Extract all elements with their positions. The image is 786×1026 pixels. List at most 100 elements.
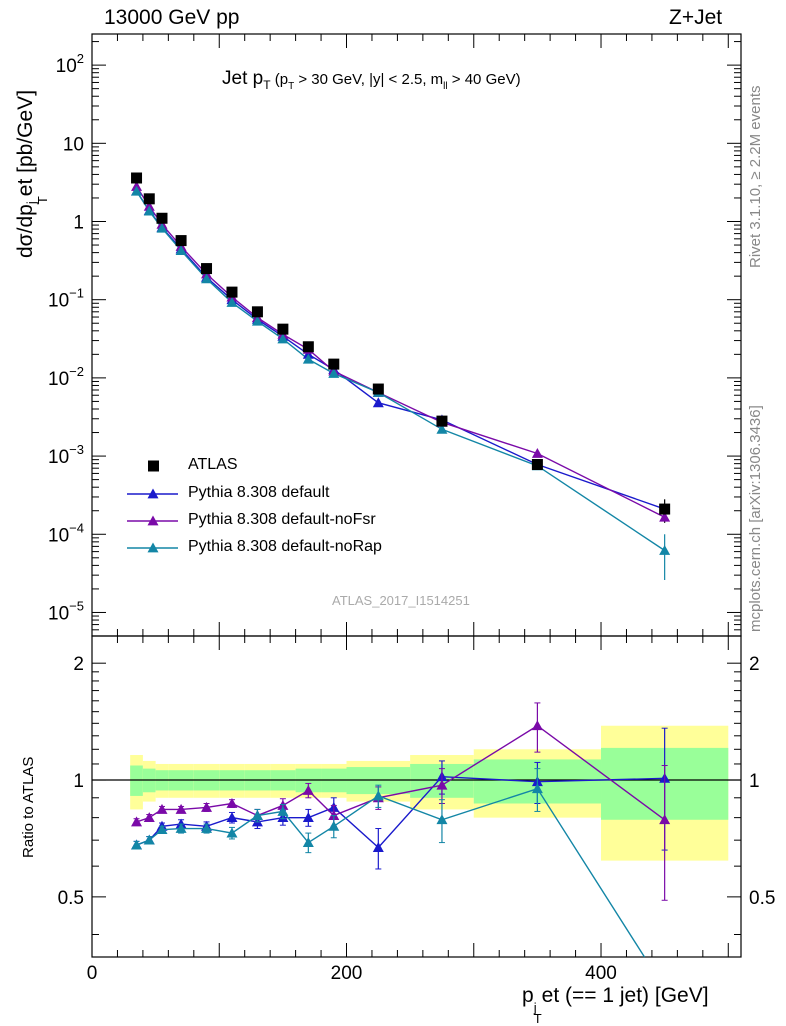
ratio-triangle-marker bbox=[175, 823, 187, 833]
ratio-band-stat bbox=[130, 765, 143, 796]
main-triangle-marker bbox=[531, 447, 543, 458]
mcplots-label: mcplots.cern.ch [arXiv:1306.3436] bbox=[747, 405, 764, 632]
atlas-data-point bbox=[226, 286, 238, 298]
ratio-series-line bbox=[136, 724, 666, 823]
ratio-y-tick-label: 2 bbox=[73, 654, 84, 675]
ratio-y-tick-label: 1 bbox=[73, 771, 84, 792]
ratio-y-axis-label: Ratio to ATLAS bbox=[20, 756, 37, 858]
title-cut-b: > 40 GeV) bbox=[447, 71, 521, 88]
main-triangle-marker bbox=[277, 333, 289, 344]
title-cut-sub: T bbox=[288, 80, 295, 92]
y-tick-label: 10 bbox=[63, 134, 84, 155]
ratio-triangle-marker bbox=[143, 834, 155, 845]
title-cut-sub2: ll bbox=[443, 80, 448, 92]
x-tick-label: 200 bbox=[331, 963, 363, 984]
atlas-data-point bbox=[251, 306, 263, 318]
xlabel-a: p bbox=[522, 984, 534, 1007]
ylabel-b: et [pb/GeV] bbox=[14, 89, 37, 197]
x-tick-label: 0 bbox=[87, 963, 98, 984]
ratio-triangle-marker bbox=[226, 798, 238, 808]
y-tick-label: 10−4 bbox=[48, 520, 84, 546]
ratio-triangle-marker bbox=[143, 812, 155, 823]
ratio-triangle-marker bbox=[372, 842, 384, 852]
energy-label: 13000 GeV pp bbox=[104, 6, 240, 29]
legend-label-nofsr: Pythia 8.308 default-noFsr bbox=[188, 511, 376, 528]
main-triangle-marker bbox=[251, 315, 263, 326]
ratio-triangle-marker bbox=[372, 790, 384, 801]
atlas-data-point bbox=[131, 172, 143, 184]
main-triangle-marker bbox=[436, 423, 448, 434]
y-tick-label: 1 bbox=[73, 213, 84, 234]
process-label: Z+Jet bbox=[669, 6, 723, 29]
plot-title: Jet pT (pT > 30 GeV, |y| < 2.5, mll > 40… bbox=[222, 68, 521, 92]
main-triangle-marker bbox=[131, 185, 143, 196]
ratio-triangle-marker bbox=[328, 820, 340, 831]
main-triangle-marker bbox=[659, 545, 671, 555]
y-tick-label: 102 bbox=[56, 51, 84, 77]
atlas-data-point bbox=[328, 358, 340, 370]
atlas-data-point bbox=[659, 503, 671, 515]
ratio-y-tick-label-right: 1 bbox=[749, 771, 760, 792]
ratio-triangle-marker bbox=[531, 783, 543, 794]
atlas-data-point bbox=[175, 235, 187, 247]
ratio-triangle-marker bbox=[156, 803, 168, 814]
atlas-data-point bbox=[277, 323, 289, 335]
ratio-triangle-marker bbox=[659, 814, 671, 825]
ratio-triangle-marker bbox=[175, 803, 187, 814]
ratio-triangle-marker bbox=[302, 784, 314, 795]
title-cut-a: > 30 GeV, |y| < 2.5, m bbox=[294, 71, 444, 88]
main-triangle-marker bbox=[201, 273, 213, 284]
atlas-data-point bbox=[531, 459, 543, 471]
ratio-triangle-marker bbox=[201, 801, 213, 812]
legend-label-default: Pythia 8.308 default bbox=[188, 484, 330, 501]
main-triangle-marker bbox=[328, 367, 340, 378]
main-triangle-marker bbox=[175, 245, 187, 255]
ratio-triangle-marker bbox=[302, 812, 314, 823]
y-tick-label: 10−2 bbox=[48, 364, 84, 390]
main-triangle-marker bbox=[226, 297, 238, 307]
ratio-triangle-marker bbox=[277, 805, 289, 816]
legend-label-atlas: ATLAS bbox=[188, 456, 238, 473]
legend-marker-triangle bbox=[147, 515, 159, 526]
ratio-triangle-marker bbox=[531, 720, 543, 731]
atlas-data-point bbox=[156, 212, 168, 224]
legend-marker-triangle bbox=[147, 542, 159, 553]
ylabel-a: dσ/dp bbox=[14, 204, 37, 258]
xlabel-b: et (== 1 jet) [GeV] bbox=[541, 984, 709, 1007]
main-triangle-marker bbox=[302, 353, 314, 364]
ratio-plot-frame bbox=[91, 635, 742, 958]
title-main: Jet p bbox=[222, 68, 264, 89]
title-cut-open: (p bbox=[270, 71, 289, 88]
ratio-triangle-marker bbox=[436, 779, 448, 790]
main-triangle-marker bbox=[659, 511, 671, 522]
atlas-data-point bbox=[143, 193, 155, 205]
analysis-reference: ATLAS_2017_I1514251 bbox=[332, 593, 470, 608]
legend-label-norap: Pythia 8.308 default-noRap bbox=[188, 538, 382, 555]
atlas-data-point bbox=[436, 415, 448, 427]
ratio-triangle-marker bbox=[201, 823, 213, 833]
main-triangle-marker bbox=[372, 397, 384, 408]
atlas-data-point bbox=[302, 341, 314, 353]
ratio-triangle-marker bbox=[251, 810, 263, 820]
atlas-data-point bbox=[372, 383, 384, 395]
ratio-series-line bbox=[136, 787, 646, 958]
ratio-y-tick-label-right: 0.5 bbox=[749, 888, 775, 909]
y-tick-label: 10−1 bbox=[48, 286, 84, 312]
ratio-y-tick-label: 0.5 bbox=[58, 888, 84, 909]
ratio-triangle-marker bbox=[436, 814, 448, 825]
ylabel-sub: T bbox=[35, 196, 50, 205]
atlas-data-point bbox=[201, 263, 213, 275]
main-triangle-marker bbox=[156, 222, 168, 233]
ratio-triangle-marker bbox=[131, 839, 143, 850]
ratio-triangle-marker bbox=[226, 812, 238, 823]
title-main-sub: T bbox=[263, 77, 271, 92]
ratio-triangle-marker bbox=[302, 837, 314, 847]
ratio-y-tick-label-right: 2 bbox=[749, 654, 760, 675]
rivet-version-label: Rivet 3.1.10, ≥ 2.2M events bbox=[747, 85, 764, 269]
y-tick-label: 10−5 bbox=[48, 598, 84, 624]
ratio-triangle-marker bbox=[328, 810, 340, 820]
ratio-triangle-marker bbox=[131, 816, 143, 827]
